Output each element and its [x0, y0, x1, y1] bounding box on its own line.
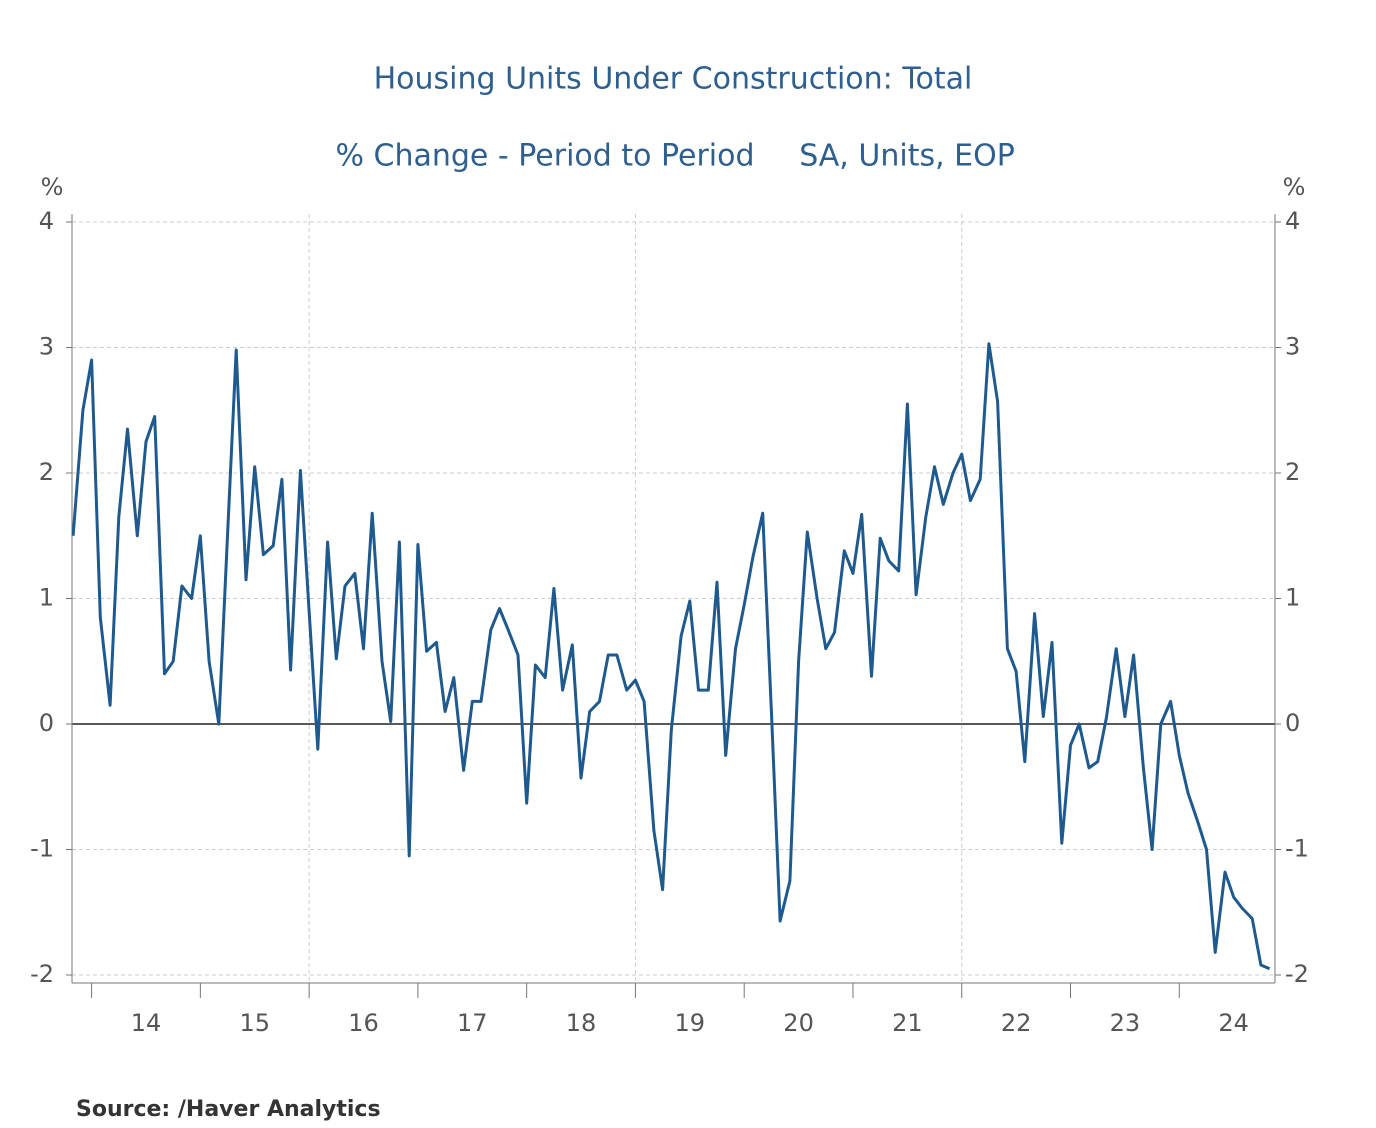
series-line — [71, 342, 1271, 971]
x-tick-label: 14 — [131, 1009, 162, 1037]
x-tick-label: 21 — [892, 1009, 923, 1037]
y-tick-label: 1 — [39, 584, 54, 612]
y-tick-label: 3 — [1285, 333, 1300, 361]
y-tick-label: -2 — [30, 960, 54, 988]
y-tick-label: 4 — [39, 207, 54, 235]
x-tick-label: 15 — [239, 1009, 270, 1037]
y-tick-label: 4 — [1285, 207, 1300, 235]
x-tick-label: 19 — [675, 1009, 706, 1037]
y-tick-label: 0 — [39, 709, 54, 737]
chart-title: Housing Units Under Construction: Total — [374, 62, 973, 97]
chart-subtitle: SA, Units, EOP — [799, 139, 1015, 174]
x-tick-label: 18 — [566, 1009, 597, 1037]
x-tick-label: 24 — [1218, 1009, 1249, 1037]
x-tick-label: 22 — [1001, 1009, 1032, 1037]
y-tick-label: 0 — [1285, 709, 1300, 737]
y-tick-label: 2 — [1285, 458, 1300, 486]
y-unit: % — [41, 173, 64, 201]
source: Source: /Haver Analytics — [76, 1097, 381, 1122]
x-tick-label: 20 — [783, 1009, 814, 1037]
chart-subtitle: % Change - Period to Period — [335, 139, 754, 174]
y-tick-label: 1 — [1285, 584, 1300, 612]
y-tick-label: -1 — [30, 835, 54, 863]
y-tick-label: 3 — [39, 333, 54, 361]
x-tick-label: 16 — [348, 1009, 379, 1037]
y-unit: % — [1283, 173, 1306, 201]
x-tick-label: 23 — [1110, 1009, 1141, 1037]
y-tick-label: 2 — [39, 458, 54, 486]
y-tick-label: -2 — [1285, 960, 1309, 988]
y-tick-label: -1 — [1285, 835, 1309, 863]
x-tick-label: 17 — [457, 1009, 488, 1037]
